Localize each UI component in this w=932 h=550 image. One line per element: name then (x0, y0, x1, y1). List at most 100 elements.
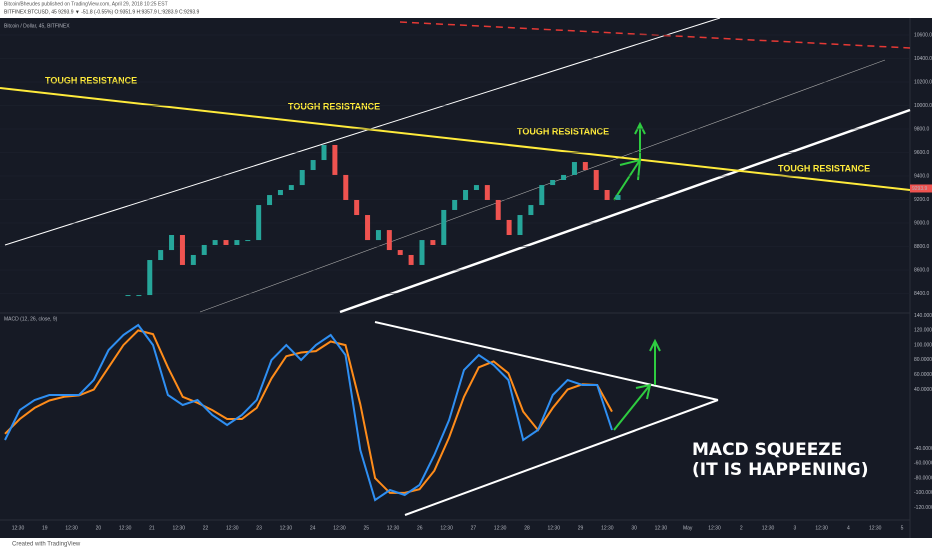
arrow (613, 159, 641, 201)
x-tick-label: 12:30 (65, 525, 78, 531)
candle (179, 235, 185, 265)
y-tick-label: -80.0000 (914, 475, 932, 481)
candle (571, 162, 577, 175)
candle (343, 174, 349, 200)
y-tick-label: -100.0000 (914, 490, 932, 496)
y-tick-label: -120.0000 (914, 505, 932, 511)
candle (506, 219, 512, 235)
candle (484, 185, 490, 200)
x-tick-label: 2 (740, 525, 743, 531)
triangle-bottom (404, 399, 719, 516)
publisher: Bitcoin/Bheudes published on TradingView… (4, 1, 168, 7)
y-tick-label: 9600.0 (914, 150, 930, 156)
candle (550, 180, 556, 186)
candle (604, 189, 610, 200)
candle (397, 250, 403, 255)
candle (615, 195, 621, 200)
candle (169, 235, 175, 251)
x-tick-label: 12:30 (280, 525, 293, 531)
candle (539, 185, 545, 206)
annotation: (IT IS HAPPENING) (692, 460, 869, 480)
candle (288, 185, 294, 190)
macd-legend: MACD (12, 26, close, 9) (4, 316, 58, 322)
candle (495, 199, 501, 220)
candle (528, 205, 534, 216)
candle (517, 215, 523, 235)
x-tick-label: 12:30 (226, 525, 239, 531)
price-legend: Bitcoin / Dollar, 45, BITFINEX (4, 23, 70, 29)
y-tick-label: 10000.0 (914, 103, 932, 109)
candle (234, 240, 240, 245)
y-tick-label: 60.0000 (914, 372, 932, 378)
x-tick-label: 28 (524, 525, 530, 531)
x-tick-label: 12:30 (601, 525, 614, 531)
x-tick-label: 5 (901, 525, 904, 531)
candle (582, 162, 588, 171)
x-tick-label: 12:30 (655, 525, 668, 531)
y-tick-label: 8600.0 (914, 267, 930, 273)
candle (136, 295, 142, 297)
last-price-label: 9293.9 (912, 186, 928, 192)
x-tick-label: 12:30 (440, 525, 453, 531)
x-tick-label: 19 (42, 525, 48, 531)
x-tick-label: 4 (847, 525, 850, 531)
x-tick-label: 21 (149, 525, 155, 531)
candle (201, 244, 207, 255)
x-tick-label: 26 (417, 525, 423, 531)
symbol-info: BITFINEX:BTCUSD, 45 9293.9 ▼ -51.8 (-0.5… (4, 9, 200, 15)
x-tick-label: 20 (96, 525, 102, 531)
support-line (339, 108, 911, 314)
annotation: TOUGH RESISTANCE (517, 126, 609, 136)
candle (386, 230, 392, 251)
candle (430, 240, 436, 245)
x-tick-label: 22 (203, 525, 209, 531)
candle (408, 254, 414, 265)
x-tick-label: 12:30 (762, 525, 775, 531)
candle (365, 215, 371, 241)
candle (212, 240, 218, 245)
candle (190, 254, 196, 265)
footer: Created with TradingView (12, 542, 81, 548)
x-tick-label: 12:30 (333, 525, 346, 531)
candle (419, 240, 425, 265)
x-tick-label: 30 (631, 525, 637, 531)
candle (256, 205, 262, 241)
candle (463, 189, 469, 200)
candle (125, 295, 131, 297)
y-tick-label: 8400.0 (914, 291, 930, 297)
y-tick-label: 9400.0 (914, 173, 930, 179)
x-tick-label: 29 (578, 525, 584, 531)
arrow-head (635, 383, 652, 400)
x-tick-label: 27 (471, 525, 477, 531)
last-price-box (910, 184, 932, 193)
candle (277, 189, 283, 196)
x-tick-label: 12:30 (815, 525, 828, 531)
candle (452, 199, 458, 210)
x-tick-label: May (683, 525, 693, 531)
annotation: TOUGH RESISTANCE (778, 163, 870, 173)
y-tick-label: 9800.0 (914, 126, 930, 132)
x-tick-label: 25 (363, 525, 369, 531)
y-tick-label: 100.0000 (914, 342, 932, 348)
x-tick-label: 12:30 (12, 525, 25, 531)
candle (310, 160, 316, 171)
annotation: TOUGH RESISTANCE (45, 75, 137, 85)
annotation: MACD SQUEEZE (692, 440, 842, 460)
x-tick-label: 12:30 (869, 525, 882, 531)
macd-line (4, 323, 613, 502)
y-tick-label: 80.0000 (914, 357, 932, 363)
x-tick-label: 3 (793, 525, 796, 531)
candle (375, 230, 381, 241)
candle (223, 240, 229, 245)
candle (441, 209, 447, 245)
candle (158, 250, 164, 261)
candle (267, 195, 273, 206)
x-tick-label: 23 (256, 525, 262, 531)
x-tick-label: 12:30 (119, 525, 132, 531)
x-tick-label: 12:30 (387, 525, 400, 531)
candle (561, 174, 567, 181)
candle (299, 170, 305, 186)
y-tick-label: 10600.0 (914, 32, 932, 38)
arrow-head (649, 338, 661, 352)
